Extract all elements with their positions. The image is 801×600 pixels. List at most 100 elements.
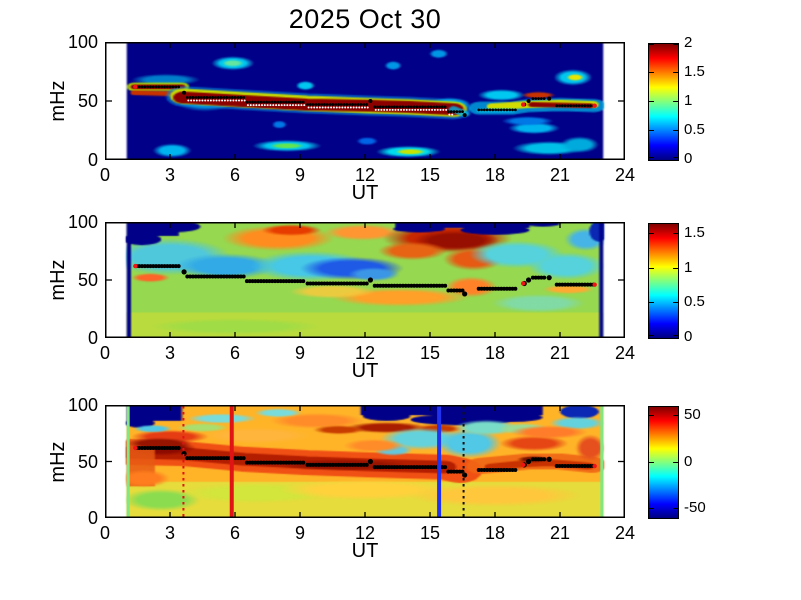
trace-dot [499, 108, 503, 112]
trace-dot [361, 462, 366, 467]
trace-dot [460, 288, 465, 293]
colorbar-tick-mark [649, 157, 654, 158]
trace-dot-white [448, 113, 451, 116]
trace-dot [182, 90, 187, 95]
trace-dot [387, 105, 391, 109]
x-tick-label: 21 [549, 165, 571, 185]
trace-dot [162, 264, 167, 269]
trace-dot [163, 85, 166, 89]
colorbar-tick-mark [649, 302, 654, 304]
trace-dot [145, 445, 150, 450]
x-tick-label: 18 [484, 523, 506, 543]
trace-dot [308, 281, 313, 286]
trace-dot [347, 281, 352, 286]
x-tick-label: 15 [419, 523, 441, 543]
trace-dot-white [349, 106, 352, 109]
trace-dot [245, 100, 249, 104]
trace-dot [188, 456, 193, 461]
trace-dot [409, 105, 413, 109]
trace-dot [287, 279, 292, 284]
trace-dot [418, 105, 422, 109]
trace-dot-white [417, 108, 419, 111]
trace-dot [462, 113, 467, 118]
trace-dot [270, 279, 275, 284]
colorbar-tick-label: -50 [684, 498, 706, 516]
trace-dot [375, 283, 380, 288]
trace-dot [574, 282, 579, 287]
trace-dot [432, 105, 436, 109]
trace-dot [454, 288, 459, 293]
trace-dot [250, 460, 255, 465]
trace-dot [194, 96, 198, 99]
trace-dot [336, 281, 341, 286]
trace-dot [398, 465, 403, 470]
trace-dot [270, 460, 275, 465]
colorbar-tick-mark [673, 461, 678, 463]
trace-dot [491, 108, 495, 112]
x-tick-label: 12 [354, 343, 376, 363]
trace-dot-white [358, 106, 361, 109]
trace-dot [530, 275, 535, 280]
trace-dot [319, 462, 324, 467]
trace-marker-red [592, 103, 597, 108]
trace-dot [333, 281, 338, 286]
trace-dot [568, 282, 573, 287]
trace-dot [353, 281, 358, 286]
trace-dot-white [433, 108, 436, 111]
trace-dot [281, 460, 286, 465]
trace-dot [378, 105, 382, 109]
trace-dot [488, 467, 493, 472]
trace-dot [160, 85, 164, 89]
trace-dot-white [352, 106, 355, 109]
trace-dot [301, 460, 306, 465]
trace-dot [207, 456, 212, 461]
colorbar-tick-mark [673, 415, 678, 417]
trace-dot [137, 445, 142, 450]
trace-dot [480, 108, 483, 112]
trace-dot [539, 275, 544, 280]
trace-dot [301, 279, 306, 284]
trace-dot [154, 85, 158, 89]
trace-dot-white [324, 106, 327, 109]
trace-dot-white [380, 108, 383, 111]
trace-dot [568, 464, 573, 469]
colorbar-tick-mark [649, 507, 654, 509]
trace-dot [238, 274, 243, 279]
trace-dot [392, 283, 397, 288]
trace-dot [319, 281, 324, 286]
trace-dot-white [272, 104, 275, 107]
trace-dot [384, 105, 388, 109]
x-tick-label: 0 [99, 523, 110, 543]
y-tick-label: 100 [67, 395, 98, 415]
trace-dot-white [235, 99, 238, 102]
trace-dot [572, 104, 576, 108]
trace-dot-white [240, 99, 243, 102]
trace-dot-white [451, 113, 454, 116]
trace-dot-white [207, 99, 210, 102]
colorbar-tick-mark [673, 233, 678, 235]
trace-dot [381, 105, 385, 109]
trace-dot [356, 281, 361, 286]
trace-dot [275, 460, 280, 465]
trace-dot-white [269, 104, 272, 107]
trace-dot [356, 103, 360, 106]
trace-dot [353, 462, 358, 467]
trace-dot [507, 286, 512, 291]
trace-dot [505, 108, 509, 112]
trace-dot-white [258, 104, 261, 107]
trace-dot [137, 85, 141, 89]
trace-dot [354, 103, 357, 106]
trace-dot-white [280, 104, 283, 107]
trace-dot [309, 103, 312, 106]
trace-dot [295, 279, 300, 284]
plot-frame [105, 42, 625, 160]
trace-dot-white [327, 106, 330, 109]
colorbar-tick-label: 1 [684, 258, 693, 276]
x-tick-label: 12 [354, 523, 376, 543]
trace-dot-white [310, 106, 313, 109]
trace-dot [176, 445, 181, 450]
colorbar [648, 43, 679, 161]
trace-dot [461, 110, 464, 114]
trace-dot [210, 456, 215, 461]
trace-dot [566, 464, 571, 469]
